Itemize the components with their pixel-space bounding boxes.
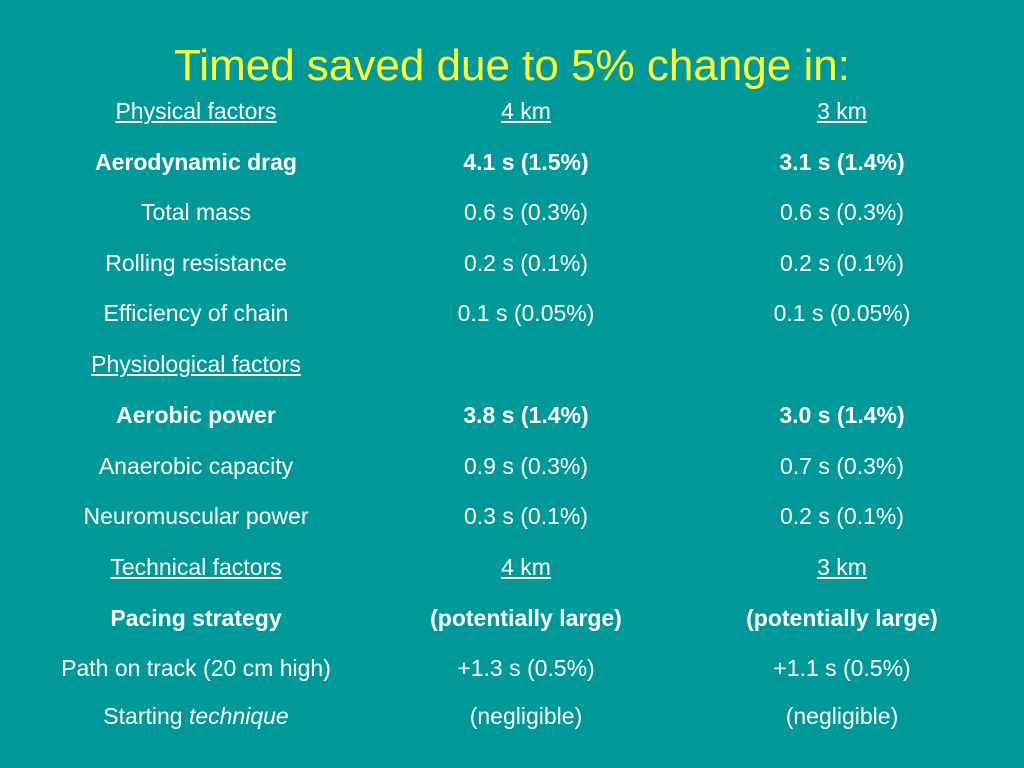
value-4km: 4.1 s (1.5%) (463, 149, 589, 175)
row-label: Path on track (20 cm high) (61, 655, 331, 681)
value-4km: 3.8 s (1.4%) (463, 402, 589, 428)
value-3km: (potentially large) (746, 605, 938, 631)
section-header-physical-factors: Physical factors 4 km 3 km (0, 94, 1024, 128)
value-3km: 0.2 s (0.1%) (780, 503, 904, 529)
column-header-4km: 4 km (501, 554, 551, 580)
section-header-technical-factors: Technical factors 4 km 3 km (0, 550, 1024, 584)
table-row-aerodynamic-drag: Aerodynamic drag 4.1 s (1.5%) 3.1 s (1.4… (0, 145, 1024, 179)
row-label-emphasis: technique (188, 703, 289, 729)
column-header-3km: 3 km (817, 554, 867, 580)
row-label: Technical factors (110, 554, 282, 580)
row-label-prefix: Starting (103, 703, 189, 729)
table-row-aerobic-power: Aerobic power 3.8 s (1.4%) 3.0 s (1.4%) (0, 398, 1024, 432)
value-4km: (potentially large) (430, 605, 622, 631)
column-header-4km: 4 km (501, 98, 551, 124)
row-label: Anaerobic capacity (98, 453, 294, 479)
row-label: Rolling resistance (105, 250, 287, 276)
table-row-starting-technique: Starting technique (negligible) (negligi… (0, 699, 1024, 733)
value-3km: 0.1 s (0.05%) (773, 300, 911, 326)
row-label: Aerodynamic drag (95, 149, 297, 175)
table-row-total-mass: Total mass 0.6 s (0.3%) 0.6 s (0.3%) (0, 195, 1024, 229)
value-3km: 3.1 s (1.4%) (779, 149, 905, 175)
value-4km: 0.3 s (0.1%) (464, 503, 588, 529)
value-3km: +1.1 s (0.5%) (773, 655, 911, 681)
value-3km: 0.2 s (0.1%) (780, 250, 904, 276)
row-label: Pacing strategy (110, 605, 282, 631)
value-3km: 0.6 s (0.3%) (780, 199, 904, 225)
value-4km: 0.9 s (0.3%) (464, 453, 588, 479)
row-label: Efficiency of chain (103, 300, 289, 326)
value-4km: 0.1 s (0.05%) (457, 300, 595, 326)
row-label: Total mass (141, 199, 251, 225)
table-row-rolling-resistance: Rolling resistance 0.2 s (0.1%) 0.2 s (0… (0, 246, 1024, 280)
table-row-pacing-strategy: Pacing strategy (potentially large) (pot… (0, 601, 1024, 635)
table-row-path-on-track: Path on track (20 cm high) +1.3 s (0.5%)… (0, 651, 1024, 685)
table-row-anaerobic-capacity: Anaerobic capacity 0.9 s (0.3%) 0.7 s (0… (0, 449, 1024, 483)
row-label: Physiological factors (91, 351, 301, 377)
value-3km: 3.0 s (1.4%) (779, 402, 905, 428)
row-label: Neuromuscular power (83, 503, 309, 529)
section-header-physiological-factors: Physiological factors (0, 347, 1024, 381)
table-row-efficiency-of-chain: Efficiency of chain 0.1 s (0.05%) 0.1 s … (0, 296, 1024, 330)
value-4km: 0.6 s (0.3%) (464, 199, 588, 225)
value-4km: 0.2 s (0.1%) (464, 250, 588, 276)
row-label: Starting technique (10, 699, 382, 733)
table-row-neuromuscular-power: Neuromuscular power 0.3 s (0.1%) 0.2 s (… (0, 499, 1024, 533)
row-label: Physical factors (115, 98, 277, 124)
row-label: Aerobic power (116, 402, 276, 428)
value-4km: +1.3 s (0.5%) (457, 655, 595, 681)
value-3km: 0.7 s (0.3%) (780, 453, 904, 479)
column-header-3km: 3 km (817, 98, 867, 124)
value-4km: (negligible) (469, 703, 583, 729)
slide-title: Timed saved due to 5% change in: (174, 41, 850, 90)
value-3km: (negligible) (785, 703, 899, 729)
